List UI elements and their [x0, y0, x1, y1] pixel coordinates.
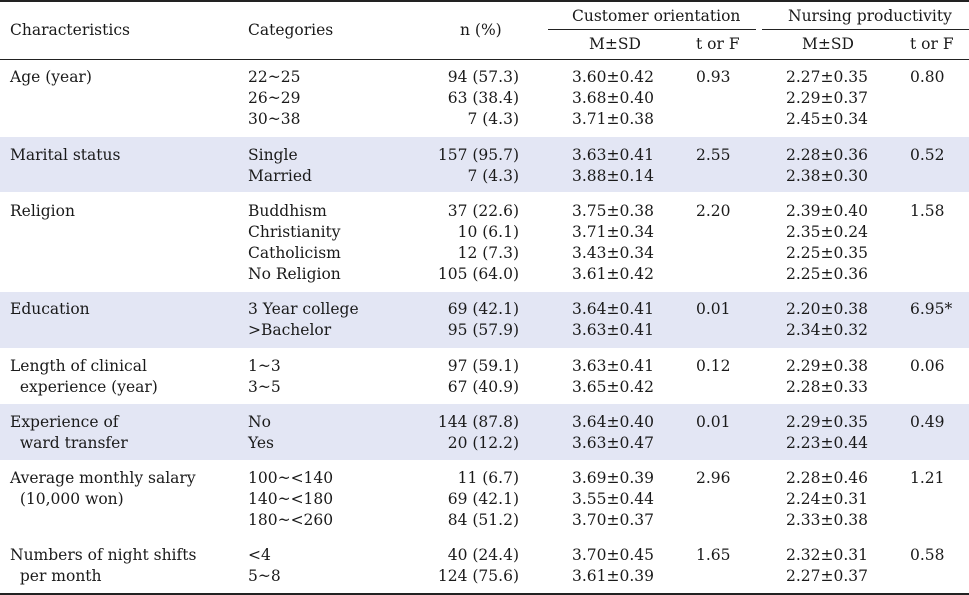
header-co-t-or-f: t or F: [696, 35, 740, 53]
header-categories: Categories: [248, 21, 334, 39]
n-cell: 94 (57.3) 63 (38.4) 7 (4.3): [447, 68, 519, 128]
co-msd-cell: 3.63±0.41 3.65±0.42: [572, 357, 655, 396]
table-row-religion: Religion Buddhism Christianity Catholici…: [0, 192, 969, 291]
n-cell: 97 (59.1) 67 (40.9): [447, 357, 519, 396]
table-bottom-rule: [0, 593, 969, 595]
table-row-age: Age (year) 22~25 26~29 30~38 94 (57.3) 6…: [0, 60, 969, 136]
np-msd-cell: 2.27±0.35 2.29±0.37 2.45±0.34: [786, 68, 869, 128]
characteristic-cell: Marital status: [10, 146, 121, 164]
co-msd-cell: 3.69±0.39 3.55±0.44 3.70±0.37: [572, 469, 655, 529]
co-t-cell: 0.01: [696, 300, 731, 318]
categories-cell: 1~3 3~5: [248, 357, 281, 396]
characteristic-cell: Average monthly salary (10,000 won): [10, 469, 196, 508]
characteristic-cell: Length of clinical experience (year): [10, 357, 158, 396]
co-msd-cell: 3.64±0.41 3.63±0.41: [572, 300, 655, 339]
n-cell: 37 (22.6) 10 (6.1) 12 (7.3) 105 (64.0): [437, 202, 519, 283]
np-t-cell: 0.80: [910, 68, 945, 86]
co-t-cell: 0.93: [696, 68, 731, 86]
categories-cell: 3 Year college >Bachelor: [248, 300, 359, 339]
co-t-cell: 0.12: [696, 357, 731, 375]
characteristic-cell: Numbers of night shifts per month: [10, 546, 197, 585]
header-characteristics: Characteristics: [10, 21, 130, 39]
np-t-cell: 0.49: [910, 413, 945, 431]
characteristic-cell: Education: [10, 300, 90, 318]
np-msd-cell: 2.29±0.35 2.23±0.44: [786, 413, 869, 452]
n-cell: 11 (6.7) 69 (42.1) 84 (51.2): [447, 469, 519, 529]
np-msd-cell: 2.29±0.38 2.28±0.33: [786, 357, 869, 396]
n-cell: 144 (87.8) 20 (12.2): [437, 413, 519, 452]
np-msd-cell: 2.28±0.46 2.24±0.31 2.33±0.38: [786, 469, 869, 529]
table-row-education: Education 3 Year college >Bachelor 69 (4…: [0, 292, 969, 348]
header-np-t-or-f: t or F: [910, 35, 954, 53]
n-cell: 157 (95.7) 7 (4.3): [437, 146, 519, 185]
co-msd-cell: 3.64±0.40 3.63±0.47: [572, 413, 655, 452]
n-cell: 40 (24.4) 124 (75.6): [437, 546, 519, 585]
header-customer-orientation: Customer orientation: [572, 7, 741, 25]
n-cell: 69 (42.1) 95 (57.9): [447, 300, 519, 339]
table-row-ward-transfer: Experience of ward transfer No Yes 144 (…: [0, 404, 969, 460]
categories-cell: <4 5~8: [248, 546, 281, 585]
header-n-percent: n (%): [460, 21, 502, 39]
np-t-cell: 6.95*: [910, 300, 953, 318]
characteristic-cell: Experience of ward transfer: [10, 413, 128, 452]
header-co-msd: M±SD: [589, 35, 641, 53]
np-msd-cell: 2.28±0.36 2.38±0.30: [786, 146, 869, 185]
np-t-cell: 0.52: [910, 146, 945, 164]
np-t-cell: 0.06: [910, 357, 945, 375]
customer-orientation-rule: [548, 29, 756, 30]
table-row-monthly-salary: Average monthly salary (10,000 won) 100~…: [0, 460, 969, 538]
co-t-cell: 2.96: [696, 469, 731, 487]
table-top-rule: [0, 0, 969, 2]
table-row-clinical-experience: Length of clinical experience (year) 1~3…: [0, 348, 969, 404]
np-msd-cell: 2.20±0.38 2.34±0.32: [786, 300, 869, 339]
nursing-productivity-rule: [762, 29, 969, 30]
co-t-cell: 2.55: [696, 146, 731, 164]
np-msd-cell: 2.32±0.31 2.27±0.37: [786, 546, 869, 585]
header-np-msd: M±SD: [802, 35, 854, 53]
categories-cell: No Yes: [248, 413, 275, 452]
co-msd-cell: 3.70±0.45 3.61±0.39: [572, 546, 655, 585]
np-t-cell: 1.21: [910, 469, 945, 487]
np-t-cell: 1.58: [910, 202, 945, 220]
header-nursing-productivity: Nursing productivity: [788, 7, 952, 25]
categories-cell: Buddhism Christianity Catholicism No Rel…: [248, 202, 341, 283]
categories-cell: Single Married: [248, 146, 312, 185]
co-msd-cell: 3.75±0.38 3.71±0.34 3.43±0.34 3.61±0.42: [572, 202, 655, 283]
co-t-cell: 2.20: [696, 202, 731, 220]
header-bottom-rule: [0, 59, 969, 60]
categories-cell: 100~<140 140~<180 180~<260: [248, 469, 334, 529]
table-row-night-shifts: Numbers of night shifts per month <4 5~8…: [0, 538, 969, 593]
np-t-cell: 0.58: [910, 546, 945, 564]
table-row-marital-status: Marital status Single Married 157 (95.7)…: [0, 137, 969, 192]
co-msd-cell: 3.63±0.41 3.88±0.14: [572, 146, 655, 185]
characteristic-cell: Age (year): [10, 68, 92, 86]
co-t-cell: 1.65: [696, 546, 731, 564]
np-msd-cell: 2.39±0.40 2.35±0.24 2.25±0.35 2.25±0.36: [786, 202, 869, 283]
characteristic-cell: Religion: [10, 202, 75, 220]
categories-cell: 22~25 26~29 30~38: [248, 68, 301, 128]
co-t-cell: 0.01: [696, 413, 731, 431]
co-msd-cell: 3.60±0.42 3.68±0.40 3.71±0.38: [572, 68, 655, 128]
